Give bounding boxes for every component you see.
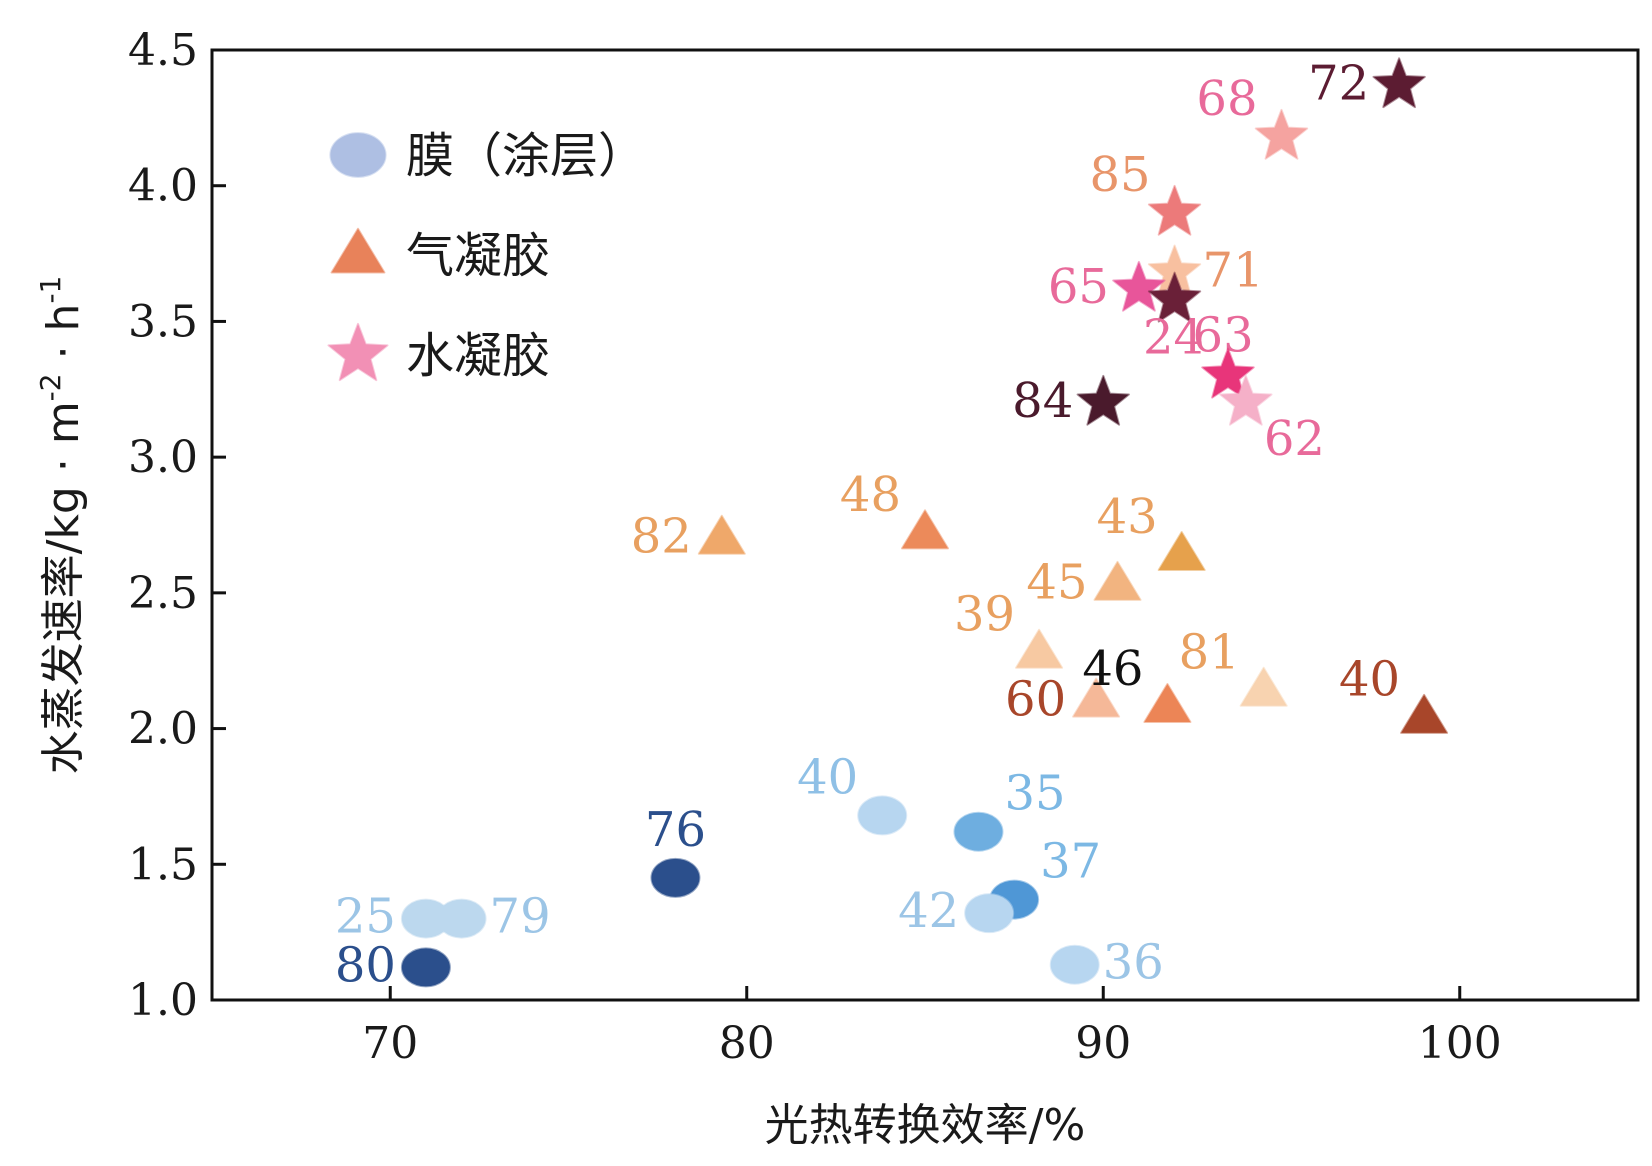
point-label: 46 (1082, 641, 1143, 697)
point-label: 43 (1097, 489, 1158, 545)
y-tick-label: 2.5 (128, 568, 198, 619)
triangle-point (1093, 560, 1142, 601)
point-label: 60 (1005, 671, 1066, 727)
y-tick-label: 1.5 (128, 839, 198, 890)
point-label: 37 (1040, 834, 1101, 890)
triangle-point (901, 509, 949, 550)
circle-point (650, 857, 701, 898)
point-label: 76 (645, 802, 706, 858)
triangle-point (1239, 666, 1288, 707)
star-point (1147, 184, 1202, 236)
y-tick-label: 3.5 (128, 296, 198, 347)
legend-label: 水凝胶 (406, 328, 550, 384)
triangle-point (1072, 677, 1121, 718)
star-point (1201, 347, 1255, 399)
point-label: 48 (840, 467, 901, 523)
y-axis-title-h-part: · h (38, 304, 89, 374)
point-label: 72 (1308, 55, 1369, 111)
point-label: 35 (1004, 766, 1065, 822)
point-label: 24 (1143, 310, 1204, 366)
star-point (1112, 260, 1166, 312)
point-label: 81 (1179, 625, 1240, 681)
point-label: 82 (631, 509, 692, 565)
point-label: 65 (1048, 259, 1109, 315)
point-label: 79 (490, 889, 551, 945)
point-label: 80 (335, 937, 396, 993)
legend-triangle-icon (330, 227, 386, 274)
point-label: 40 (1339, 652, 1400, 708)
y-tick-label: 3.0 (128, 432, 198, 483)
x-tick-label: 100 (1418, 1018, 1502, 1069)
point-label: 25 (335, 889, 396, 945)
y-axis-title-main: 水蒸发速率/kg · m (38, 401, 89, 774)
point-label: 62 (1264, 411, 1325, 467)
y-axis-title-h-exponent: -1 (34, 276, 67, 304)
circle-point (964, 893, 1015, 934)
point-label: 85 (1089, 147, 1150, 203)
star-point (1219, 374, 1273, 426)
triangle-point (1157, 531, 1206, 572)
star-point (1076, 374, 1130, 426)
star-point (1147, 271, 1202, 323)
point-label: 68 (1196, 71, 1257, 127)
x-axis-title: 光热转换效率/% (765, 1100, 1086, 1151)
point-label: 36 (1103, 935, 1164, 991)
point-label: 40 (797, 749, 858, 805)
y-tick-label: 2.0 (128, 704, 198, 755)
x-tick-label: 80 (719, 1018, 775, 1069)
circle-point (400, 947, 451, 988)
circle-point (436, 898, 487, 939)
circle-point (953, 811, 1004, 852)
point-label: 84 (1012, 373, 1073, 429)
legend-circle-icon (329, 132, 387, 178)
legend-star-icon (327, 322, 389, 382)
triangle-point (1143, 683, 1192, 724)
triangle-point (1015, 628, 1064, 669)
circle-point (1049, 944, 1100, 985)
y-tick-label: 4.0 (128, 161, 198, 212)
ticks-layer: 70 80 90 100 1.0 1.5 2.0 2.5 3.0 3.5 4.0 4.5 (128, 25, 1502, 1069)
y-axis-title-m-exponent: -2 (34, 373, 67, 401)
triangle-point (697, 514, 746, 555)
point-label: 63 (1193, 308, 1254, 364)
y-tick-label: 1.0 (128, 975, 198, 1026)
point-label: 42 (898, 883, 959, 939)
point-label: 39 (954, 587, 1015, 643)
x-tick-label: 70 (362, 1018, 418, 1069)
point-label: 45 (1026, 555, 1087, 611)
triangle-point (1400, 693, 1449, 734)
y-tick-label: 4.5 (128, 25, 198, 76)
legend-label: 膜（涂层） (406, 128, 646, 184)
plot-frame (210, 48, 1640, 1002)
star-point (1372, 57, 1426, 109)
circle-point (857, 795, 908, 836)
star-point (1254, 108, 1309, 160)
point-label: 71 (1203, 243, 1264, 299)
x-tick-label: 90 (1075, 1018, 1131, 1069)
y-axis-title: 水蒸发速率/kg · m-2 · h-1 (34, 276, 89, 775)
legend-label: 气凝胶 (406, 228, 550, 284)
